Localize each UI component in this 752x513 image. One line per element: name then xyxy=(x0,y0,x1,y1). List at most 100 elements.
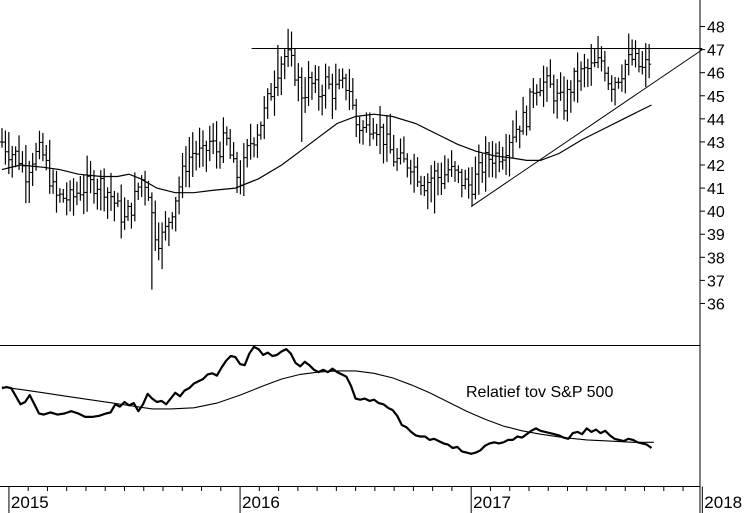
ohlc-bar xyxy=(23,145,28,204)
ohlc-bar xyxy=(279,56,284,96)
ohlc-bar xyxy=(299,67,304,142)
ohlc-bar xyxy=(44,144,49,171)
ohlc-bar xyxy=(275,45,280,97)
ohlc-bar xyxy=(378,106,383,155)
ohlc-bar xyxy=(361,120,366,145)
ohlc-bar xyxy=(303,77,308,113)
y-tick-label: 41 xyxy=(707,181,725,198)
ohlc-bar xyxy=(616,77,621,89)
ohlc-bar xyxy=(640,51,645,75)
ohlc-bar xyxy=(255,124,260,158)
ohlc-bar xyxy=(470,167,475,207)
ohlc-bar xyxy=(153,200,158,251)
ohlc-bar xyxy=(200,130,205,167)
ohlc-bar xyxy=(487,141,492,178)
ohlc-bar xyxy=(422,175,427,197)
ohlc-bar xyxy=(412,153,417,193)
ohlc-bar xyxy=(585,58,590,87)
ohlc-bar xyxy=(316,66,321,111)
ohlc-bar xyxy=(405,153,410,178)
moving-average-line xyxy=(1,104,652,194)
y-tick-label: 47 xyxy=(707,43,725,60)
ohlc-bar xyxy=(347,68,352,111)
ohlc-bar xyxy=(20,151,25,173)
ohlc-bar xyxy=(309,71,314,100)
ohlc-bar xyxy=(439,162,444,196)
ohlc-bar xyxy=(541,65,546,107)
ohlc-bar xyxy=(459,168,464,198)
ohlc-bar xyxy=(527,88,532,131)
ohlc-bar xyxy=(221,117,226,163)
ohlc-bar xyxy=(493,143,498,179)
ohlc-bar xyxy=(609,75,614,102)
ohlc-bar xyxy=(344,73,349,101)
ohlc-bar xyxy=(504,133,509,176)
ohlc-bar xyxy=(357,116,362,144)
ohlc-bar xyxy=(119,184,124,239)
ohlc-bar xyxy=(371,118,376,140)
ohlc-bar xyxy=(572,67,577,102)
ohlc-bar xyxy=(630,39,635,66)
ohlc-bar xyxy=(78,176,83,201)
y-tick-label: 46 xyxy=(707,66,725,83)
x-tick-label: 2016 xyxy=(242,493,280,512)
ohlc-bar xyxy=(446,158,451,183)
ohlc-bar xyxy=(269,82,274,101)
ohlc-bar xyxy=(85,155,90,212)
ohlc-bar xyxy=(180,152,185,199)
ohlc-bar xyxy=(296,63,301,102)
ohlc-bar xyxy=(170,212,175,230)
x-tick-label: 2015 xyxy=(11,493,49,512)
x-axis: 2015 2016 2017 2018 xyxy=(0,486,742,513)
ohlc-bar xyxy=(524,105,529,136)
y-tick-label: 38 xyxy=(707,250,725,267)
y-tick-label: 37 xyxy=(707,273,725,290)
ohlc-bar xyxy=(490,141,495,178)
ohlc-bar xyxy=(473,156,478,200)
ohlc-bar xyxy=(207,125,212,162)
ohlc-bar xyxy=(248,123,253,160)
ohlc-bar xyxy=(374,123,379,147)
ohlc-bar xyxy=(47,139,52,194)
ohlc-bar xyxy=(613,76,618,106)
ohlc-bar xyxy=(602,50,607,82)
ohlc-bar xyxy=(57,188,62,203)
ohlc-bar xyxy=(282,48,287,80)
ohlc-bar xyxy=(27,160,32,203)
ohlc-bar xyxy=(579,61,584,91)
ohlc-bar xyxy=(643,43,648,87)
ohlc-bar xyxy=(105,187,110,219)
ohlc-bar xyxy=(395,148,400,171)
ohlc-bar xyxy=(337,68,342,90)
ohlc-bar xyxy=(596,35,601,69)
y-tick-label: 39 xyxy=(707,227,725,244)
relative-panel xyxy=(1,345,654,455)
ohlc-bar xyxy=(354,98,359,138)
x-tick-label: 2018 xyxy=(704,493,742,512)
ohlc-bar xyxy=(71,178,76,216)
ohlc-bar xyxy=(88,160,93,194)
y-tick-label: 44 xyxy=(707,112,725,129)
ohlc-bar xyxy=(40,132,45,162)
ohlc-bar xyxy=(289,31,294,67)
ohlc-bar xyxy=(391,134,396,167)
ohlc-bar xyxy=(68,180,73,212)
y-tick-label: 48 xyxy=(707,20,725,37)
ohlc-bar xyxy=(241,143,246,197)
ohlc-bar xyxy=(623,59,628,94)
ohlc-bar xyxy=(156,222,161,261)
ohlc-bar xyxy=(30,152,35,187)
ohlc-bar xyxy=(61,189,66,203)
ohlc-bar xyxy=(521,96,526,135)
ohlc-bar xyxy=(108,172,113,211)
y-axis: 36 37 38 39 40 41 42 43 44 45 46 47 48 xyxy=(699,0,725,513)
ohlc-bar xyxy=(636,48,641,73)
ohlc-bar xyxy=(432,160,437,214)
ohlc-bar xyxy=(534,84,539,106)
ohlc-bar xyxy=(606,66,611,90)
ohlc-bar xyxy=(0,128,4,148)
ohlc-bar xyxy=(286,28,291,68)
ohlc-bar xyxy=(480,153,485,183)
ohlc-bar xyxy=(13,146,18,168)
